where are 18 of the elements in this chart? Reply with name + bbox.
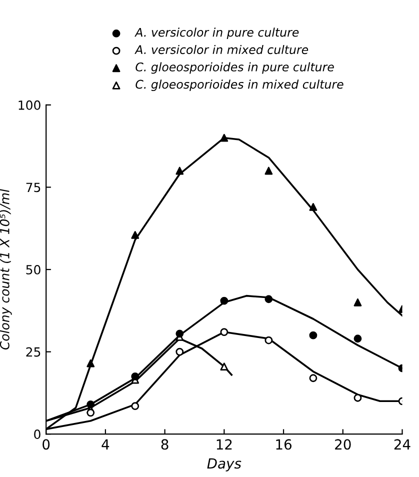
y-tick-label: 0 (34, 430, 40, 439)
y-tick-label: 50 (26, 264, 40, 274)
x-axis-title: Days (207, 458, 242, 472)
x-tick-label: 8 (161, 439, 168, 450)
legend-label: A. versicolor in mixed culture (134, 44, 308, 54)
legend-label: A. versicolor in pure culture (134, 28, 299, 40)
x-tick-label: 12 (216, 439, 232, 450)
x-tick-label: 24 (394, 439, 410, 450)
legend-label: C. gloeosporioides in pure culture (136, 62, 334, 74)
y-tick-label: 100 (18, 100, 40, 110)
x-tick-label: 4 (102, 439, 110, 450)
y-tick-label: 75 (26, 182, 40, 192)
y-axis-title: Colony count (1 X 10⁵)/ml (0, 189, 12, 350)
legend-label: C. gloeosporioides in mixed culture (136, 80, 344, 92)
x-tick-label: 16 (276, 439, 292, 450)
y-tick-label: 25 (26, 347, 40, 357)
x-tick-label: 0 (42, 439, 50, 450)
x-tick-label: 20 (335, 439, 351, 450)
